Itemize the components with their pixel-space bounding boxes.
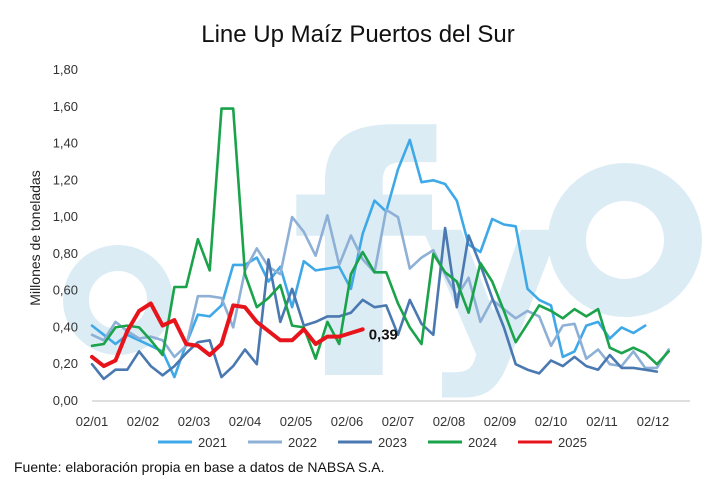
legend-item-2024: 2024 [428,435,497,450]
legend-label: 2024 [468,435,497,450]
y-tick-label: 0,60 [53,283,78,298]
x-tick-labels: 02/01 02/02 02/03 02/04 02/05 02/06 02/07 02/08… [76,414,670,429]
last-value-annotation: 0,39 [369,326,398,343]
series-line-2023 [90,226,659,381]
x-tick-label: 02/06 [331,414,364,429]
x-tick-label: 02/11 [586,414,618,429]
y-tick-label: 0,80 [53,246,78,261]
y-tick-labels: 0,00 0,20 0,40 0,60 0,80 1,00 1,20 1,40 1,60 1,80 [53,62,78,408]
y-tick-label: 1,60 [53,99,78,114]
x-tick-label: 02/10 [535,414,568,429]
legend: 2021 2022 2023 2024 2025 [158,435,587,450]
x-tick-label: 02/03 [178,414,211,429]
svg-text:y: y [420,146,563,402]
y-tick-label: 0,00 [53,393,78,408]
series-line-2022 [90,208,671,370]
y-axis-title: Millones de toneladas [27,170,43,305]
y-tick-label: 0,20 [53,356,78,371]
x-tick-label: 02/05 [280,414,313,429]
x-tick-label: 02/08 [433,414,466,429]
y-tick-label: 1,80 [53,62,78,77]
x-tick-label: 02/04 [229,414,262,429]
watermark-logo: f y [63,69,702,453]
legend-item-2022: 2022 [248,435,317,450]
x-tick-label: 02/09 [484,414,517,429]
series-lines [90,107,671,381]
chart-title: Line Up Maíz Puertos del Sur [201,21,515,48]
legend-label: 2025 [558,435,587,450]
legend-label: 2021 [198,435,227,450]
y-tick-label: 1,20 [53,172,78,187]
x-tick-label: 02/02 [127,414,160,429]
y-tick-label: 1,40 [53,136,78,151]
series-line-2021 [90,138,647,379]
y-tick-label: 0,40 [53,319,78,334]
x-tick-label: 02/01 [76,414,109,429]
x-tick-label: 02/12 [637,414,670,429]
x-tick-label: 02/07 [382,414,415,429]
legend-label: 2022 [288,435,317,450]
series-line-2024 [90,107,671,366]
legend-label: 2023 [378,435,407,450]
y-tick-label: 1,00 [53,209,78,224]
legend-item-2025: 2025 [518,435,587,450]
legend-item-2021: 2021 [158,435,227,450]
legend-item-2023: 2023 [338,435,407,450]
series-line-2025 [90,301,365,369]
source-note: Fuente: elaboración propia en base a dat… [14,459,384,475]
